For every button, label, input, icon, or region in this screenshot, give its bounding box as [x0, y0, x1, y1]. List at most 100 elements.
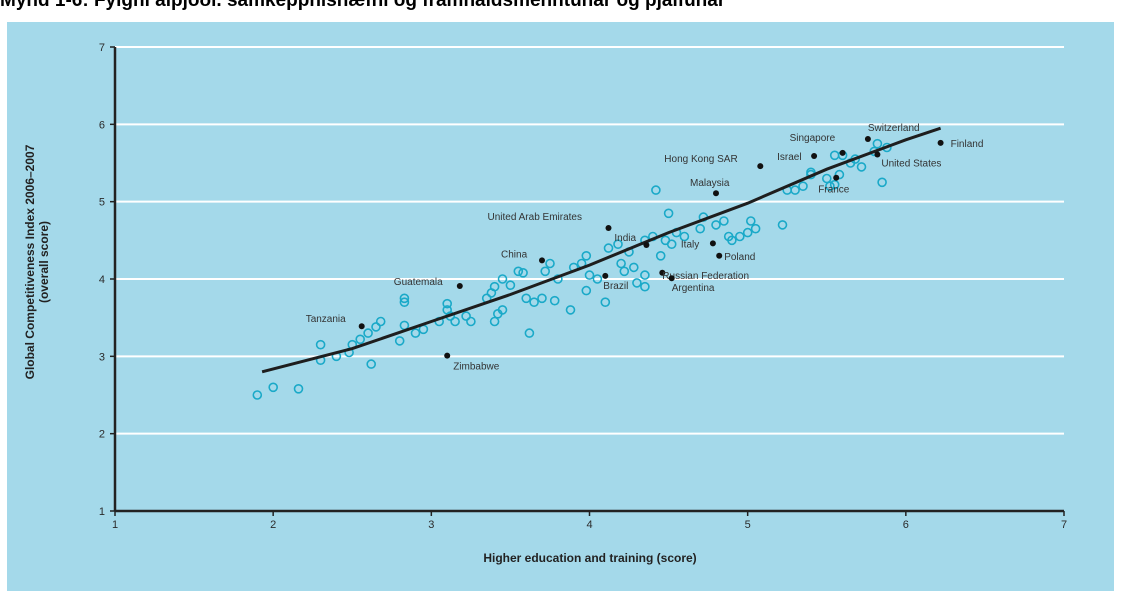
gridlines	[115, 46, 1064, 435]
x-axis-title: Higher education and training (score)	[483, 551, 696, 565]
point-label: Hong Kong SAR	[664, 154, 737, 165]
data-point	[651, 185, 661, 195]
axes: 1 2 3 4 5 6 7 1 2 3 4 5 6 7	[99, 42, 1067, 531]
point-label: Singapore	[790, 133, 836, 144]
data-point	[798, 181, 808, 191]
data-point	[537, 293, 547, 304]
y-tick-label: 2	[99, 429, 105, 441]
data-point	[529, 297, 539, 308]
data-point	[679, 231, 690, 242]
point-label: China	[501, 249, 528, 260]
data-point	[524, 328, 535, 338]
x-tick-label: 5	[745, 519, 751, 531]
data-point	[371, 322, 381, 332]
data-point	[750, 223, 761, 234]
data-point	[777, 220, 788, 230]
y-tick-label: 5	[99, 197, 105, 209]
data-point	[363, 328, 373, 338]
point-label: Russian Federation	[662, 271, 749, 282]
data-point	[821, 173, 832, 184]
data-point	[461, 311, 471, 321]
scatter-chart: 1 2 3 4 5 6 7 1 2 3 4 5 6 7 Switzerland Finland Singapo…	[23, 42, 1067, 565]
data-point	[628, 262, 639, 273]
y-tick-label: 3	[99, 351, 105, 363]
point-label: Malaysia	[690, 178, 730, 189]
data-point	[497, 274, 508, 284]
point-label: Tanzania	[306, 314, 346, 325]
data-point	[640, 281, 650, 292]
data-point	[711, 220, 721, 230]
data-point	[655, 251, 666, 261]
x-tick-label: 1	[112, 519, 118, 531]
highlighted-point	[668, 275, 675, 282]
highlighted-point	[605, 225, 612, 231]
point-label: Poland	[724, 252, 755, 263]
highlighted-point	[874, 151, 881, 158]
data-point	[790, 185, 800, 195]
data-point	[745, 216, 756, 226]
highlighted-point	[716, 252, 723, 259]
highlighted-point	[833, 174, 840, 181]
data-point	[719, 216, 729, 226]
x-tick-label: 2	[270, 519, 276, 531]
data-point	[513, 266, 524, 277]
point-label: Israel	[777, 152, 801, 163]
data-point	[518, 268, 528, 278]
data-point	[252, 390, 263, 400]
data-point	[734, 231, 745, 242]
highlighted-point	[444, 352, 451, 359]
data-point	[600, 297, 611, 308]
figure-caption: Mynd 1-6: Fylgni alþjóðl. samkeppnishæfn…	[0, 0, 726, 11]
data-point	[829, 150, 840, 161]
data-point	[489, 281, 500, 292]
data-point	[442, 298, 453, 309]
data-point	[505, 280, 516, 291]
trend-line	[261, 126, 942, 374]
highlighted-point	[757, 163, 764, 170]
data-point	[695, 223, 706, 234]
data-point	[540, 266, 551, 277]
data-point	[877, 177, 887, 188]
highlighted-point	[539, 257, 545, 264]
data-point	[829, 179, 840, 190]
highlighted-point	[709, 240, 716, 247]
data-point	[410, 328, 421, 338]
data-point	[399, 293, 410, 304]
data-point	[834, 169, 845, 180]
point-label: United Arab Emirates	[488, 212, 583, 223]
data-point	[666, 239, 677, 249]
x-tick-label: 7	[1061, 519, 1067, 531]
data-point	[592, 274, 603, 284]
data-point	[489, 316, 500, 327]
data-point	[394, 336, 405, 346]
y-tick-label: 6	[99, 119, 105, 131]
highlighted-point	[659, 269, 666, 276]
data-point	[545, 258, 555, 269]
data-point	[619, 266, 630, 277]
highlighted-point	[358, 323, 365, 330]
highlighted-point	[602, 272, 609, 279]
data-point	[603, 243, 614, 253]
data-point	[399, 297, 410, 308]
point-label: India	[614, 233, 636, 244]
data-point	[640, 270, 650, 280]
point-label: Switzerland	[868, 123, 920, 134]
data-point	[497, 305, 508, 315]
highlighted-point	[937, 139, 944, 146]
y-axis-subtitle: (overall score)	[37, 221, 51, 303]
data-point	[632, 278, 642, 288]
point-label: Zimbabwe	[453, 362, 500, 373]
data-point	[268, 382, 279, 393]
data-point	[315, 339, 326, 350]
highlighted-point	[839, 149, 846, 156]
data-point	[742, 227, 753, 238]
point-label: Italy	[681, 239, 699, 250]
highlighted-point	[811, 153, 818, 159]
data-point	[872, 138, 883, 149]
data-point	[727, 235, 737, 246]
x-tick-label: 6	[903, 519, 909, 531]
data-points	[252, 138, 892, 400]
point-label: Guatemala	[394, 277, 443, 288]
highlighted-points: Switzerland Finland Singapore Israel United …	[306, 123, 984, 373]
highlighted-point	[713, 190, 719, 197]
